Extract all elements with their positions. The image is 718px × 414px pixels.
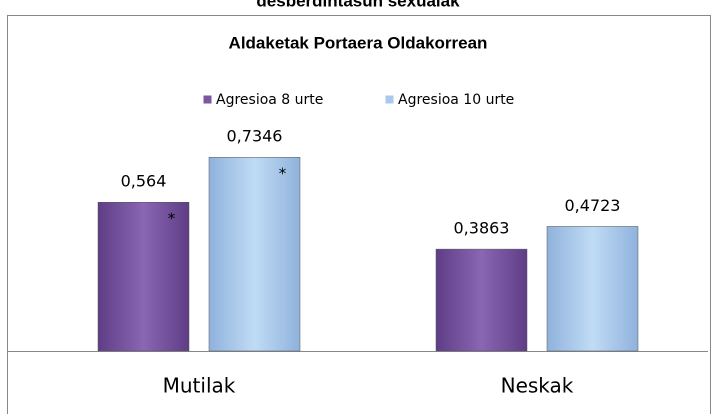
legend-label: Agresioa 10 urte — [398, 92, 514, 108]
value-label: 0,3863 — [454, 219, 510, 238]
value-label: 0,4723 — [565, 196, 621, 215]
bar — [208, 156, 301, 352]
chart-title: Aldaketak Portaera Oldakorrean — [229, 33, 488, 52]
x-tick-label: Neskak — [501, 374, 574, 398]
bar — [435, 248, 528, 352]
supertitle: desberdintasun sexualak — [256, 0, 460, 10]
legend-label: Agresioa 8 urte — [216, 92, 323, 108]
legend-swatch — [384, 94, 395, 105]
value-label: 0,7346 — [227, 127, 283, 146]
x-tick-label: Mutilak — [163, 374, 236, 398]
bar — [546, 226, 639, 352]
annotation: * — [279, 165, 287, 183]
bar — [97, 201, 190, 352]
legend-swatch — [202, 94, 213, 105]
annotation: * — [168, 210, 176, 228]
value-label: 0,564 — [121, 172, 167, 191]
